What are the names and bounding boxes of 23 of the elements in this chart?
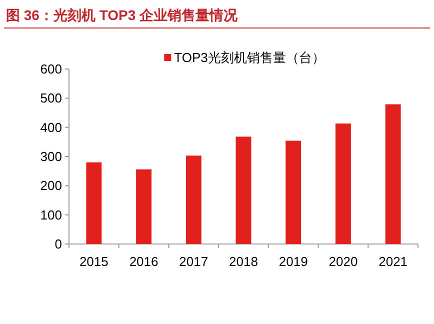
y-tick-label: 200 — [40, 178, 62, 194]
bar — [335, 124, 351, 244]
y-tick-label: 300 — [40, 149, 62, 164]
y-tick-label: 0 — [54, 236, 62, 252]
bar — [385, 104, 401, 244]
y-tick-label: 400 — [40, 120, 62, 135]
bar — [136, 169, 152, 244]
y-tick-label: 600 — [40, 62, 62, 76]
x-tick-label: 2019 — [278, 254, 308, 269]
chart-title: 图 36：光刻机 TOP3 企业销售量情况 — [6, 7, 239, 23]
bar — [86, 162, 102, 244]
x-tick-label: 2015 — [79, 254, 108, 269]
x-tick-label: 2021 — [378, 254, 408, 269]
y-tick-label: 100 — [40, 207, 62, 222]
x-tick-label: 2016 — [129, 254, 158, 269]
bar — [186, 156, 202, 244]
legend: TOP3光刻机销售量（台） — [164, 50, 325, 65]
bar — [236, 136, 252, 244]
x-tick-label: 2020 — [328, 254, 358, 269]
x-tick-label: 2017 — [179, 254, 208, 269]
bar — [286, 140, 302, 244]
x-tick-label: 2018 — [229, 254, 258, 269]
y-tick-label: 500 — [40, 90, 62, 106]
